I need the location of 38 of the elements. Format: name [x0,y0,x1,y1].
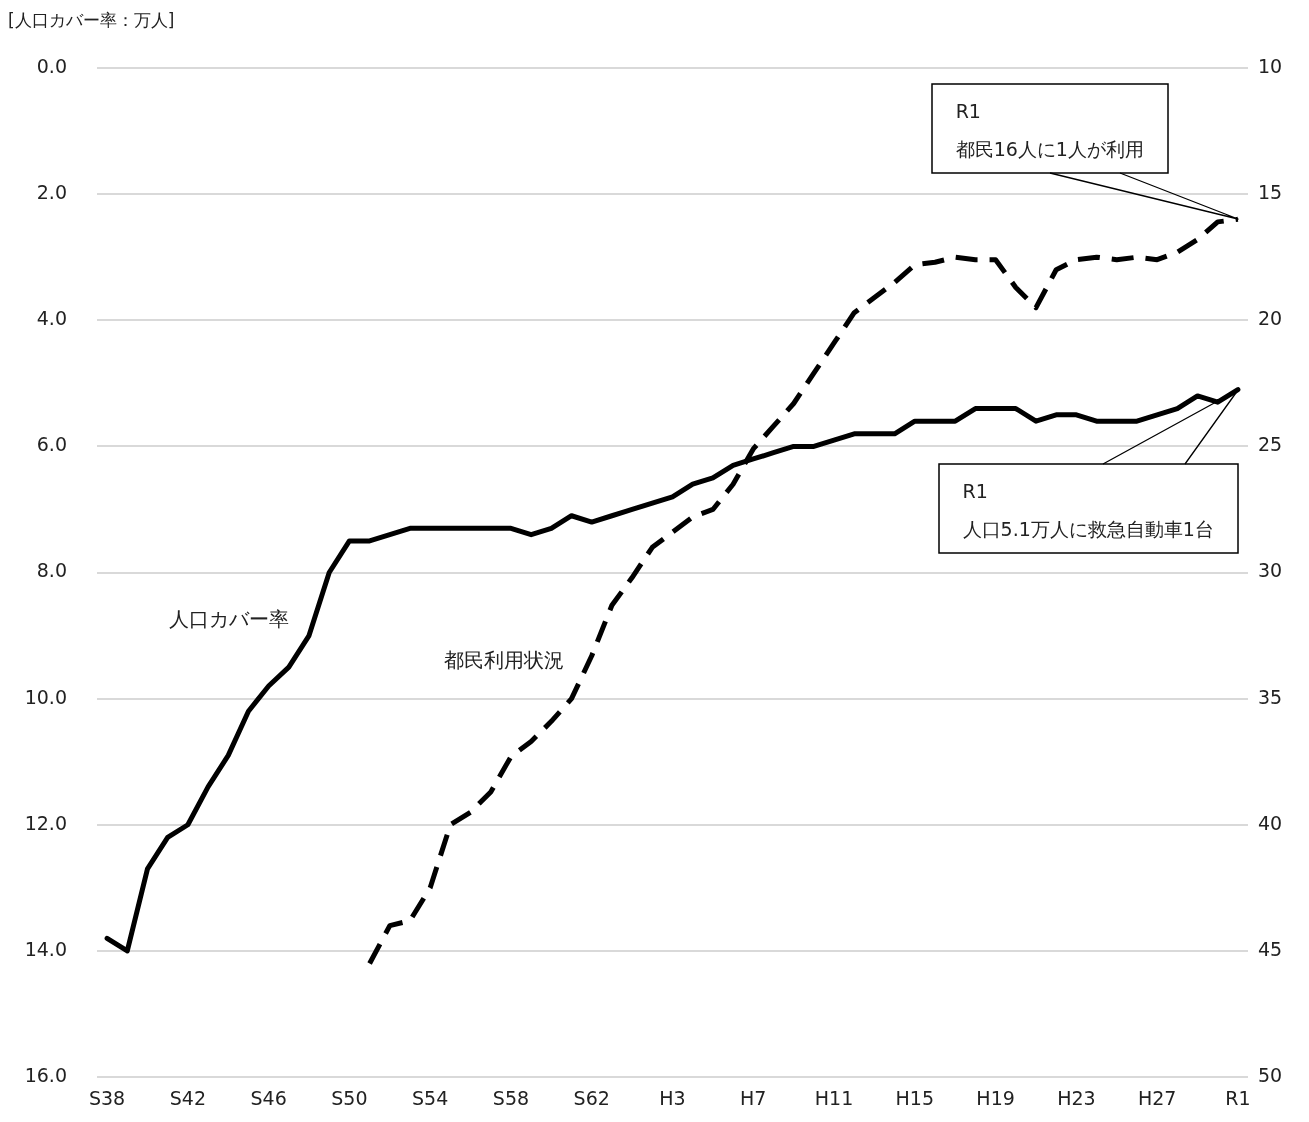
series-label: 都民利用状況 [443,647,564,672]
x-tick-label: H27 [1137,1087,1177,1110]
y-tick-label: 14.0 [24,937,67,960]
x-tick-label: S54 [412,1087,449,1110]
series-label: 人口カバー率 [169,606,290,631]
y2-tick-label: 15 [1258,181,1283,204]
y2-tick-label: 10 [1258,54,1283,77]
y-axis-title: [人口カバー率：万人] [8,10,175,31]
y2-tick-label: 35 [1258,685,1283,708]
x-tick-label: H7 [740,1087,767,1110]
x-tick-label: S46 [250,1087,287,1110]
x-tick-label: S62 [573,1087,610,1110]
x-tick-label: S42 [169,1087,206,1110]
y2-tick-label: 20 [1258,307,1283,330]
y-tick-label: 16.0 [24,1063,67,1086]
annotation: R1 都民16人に1人が利用 [955,99,1144,163]
y2-tick-label: 45 [1258,937,1283,960]
y2-tick-label: 50 [1258,1063,1283,1086]
y-tick-label: 4.0 [36,307,67,330]
y-tick-label: 2.0 [36,181,67,204]
y2-tick-label: 25 [1258,433,1283,456]
y2-tick-label: 40 [1258,811,1283,834]
x-tick-label: S58 [492,1087,530,1110]
x-tick-label: H23 [1057,1087,1096,1110]
y-tick-label: 10.0 [24,685,67,708]
x-tick-label: S38 [88,1087,126,1110]
annotation: R1 人口5.1万人に救急自動車1台 [962,478,1214,542]
y-tick-label: 8.0 [36,559,67,582]
x-tick-label: S50 [331,1087,368,1110]
x-tick-label: H3 [659,1087,686,1110]
y-tick-label: 6.0 [36,433,67,456]
y-tick-label: 0.0 [36,54,67,77]
x-tick-label: H15 [895,1087,935,1110]
x-tick-label: H11 [814,1087,854,1110]
y2-tick-label: 30 [1258,559,1283,582]
x-tick-label: H19 [976,1087,1015,1110]
y-tick-label: 12.0 [24,811,67,834]
x-tick-label: R1 [1225,1087,1251,1110]
